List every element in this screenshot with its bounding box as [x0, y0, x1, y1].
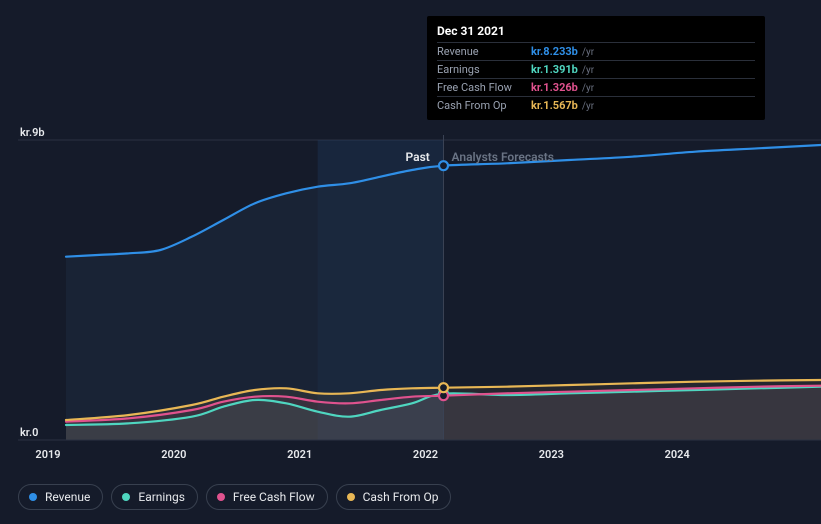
tooltip-row: Revenuekr.8.233b/yr [437, 42, 755, 60]
legend-label: Revenue [45, 490, 90, 504]
tooltip-row: Free Cash Flowkr.1.326b/yr [437, 78, 755, 96]
divider-label-future: Analysts Forecasts [452, 150, 554, 164]
y-axis-label-top: kr.9b [20, 126, 45, 139]
tooltip-row-value: kr.8.233b [531, 45, 578, 58]
legend-dot [29, 493, 37, 501]
tooltip-row-label: Earnings [437, 63, 531, 76]
legend-label: Cash From Op [363, 490, 439, 504]
divider-label-past: Past [406, 150, 430, 164]
tooltip-row-suffix: /yr [582, 47, 594, 58]
x-tick: 2020 [161, 448, 186, 461]
legend-dot [122, 493, 130, 501]
tooltip-row: Earningskr.1.391b/yr [437, 60, 755, 78]
legend-item[interactable]: Free Cash Flow [206, 484, 328, 510]
legend-dot [217, 493, 225, 501]
legend-dot [347, 493, 355, 501]
y-axis-label-bottom: kr.0 [20, 426, 38, 439]
tooltip: Dec 31 2021 Revenuekr.8.233b/yrEarningsk… [427, 16, 765, 120]
legend-label: Free Cash Flow [233, 490, 315, 504]
tooltip-row-suffix: /yr [582, 65, 594, 76]
tooltip-row: Cash From Opkr.1.567b/yr [437, 96, 755, 114]
x-axis: 201920202021202220232024 [48, 448, 803, 468]
tooltip-title: Dec 31 2021 [437, 24, 755, 38]
legend: Revenue Earnings Free Cash Flow Cash From O… [18, 484, 451, 510]
tooltip-row-value: kr.1.567b [531, 99, 578, 112]
tooltip-row-value: kr.1.391b [531, 63, 578, 76]
legend-item[interactable]: Revenue [18, 484, 103, 510]
tooltip-row-label: Free Cash Flow [437, 81, 531, 94]
x-tick: 2019 [35, 448, 60, 461]
x-tick: 2021 [287, 448, 312, 461]
tooltip-row-label: Cash From Op [437, 99, 531, 112]
tooltip-row-value: kr.1.326b [531, 81, 578, 94]
x-tick: 2022 [413, 448, 438, 461]
x-tick: 2024 [665, 448, 690, 461]
legend-label: Earnings [138, 490, 185, 504]
tooltip-row-suffix: /yr [582, 83, 594, 94]
tooltip-row-label: Revenue [437, 45, 531, 58]
legend-item[interactable]: Cash From Op [336, 484, 452, 510]
x-tick: 2023 [539, 448, 564, 461]
legend-item[interactable]: Earnings [111, 484, 198, 510]
tooltip-row-suffix: /yr [582, 101, 594, 112]
